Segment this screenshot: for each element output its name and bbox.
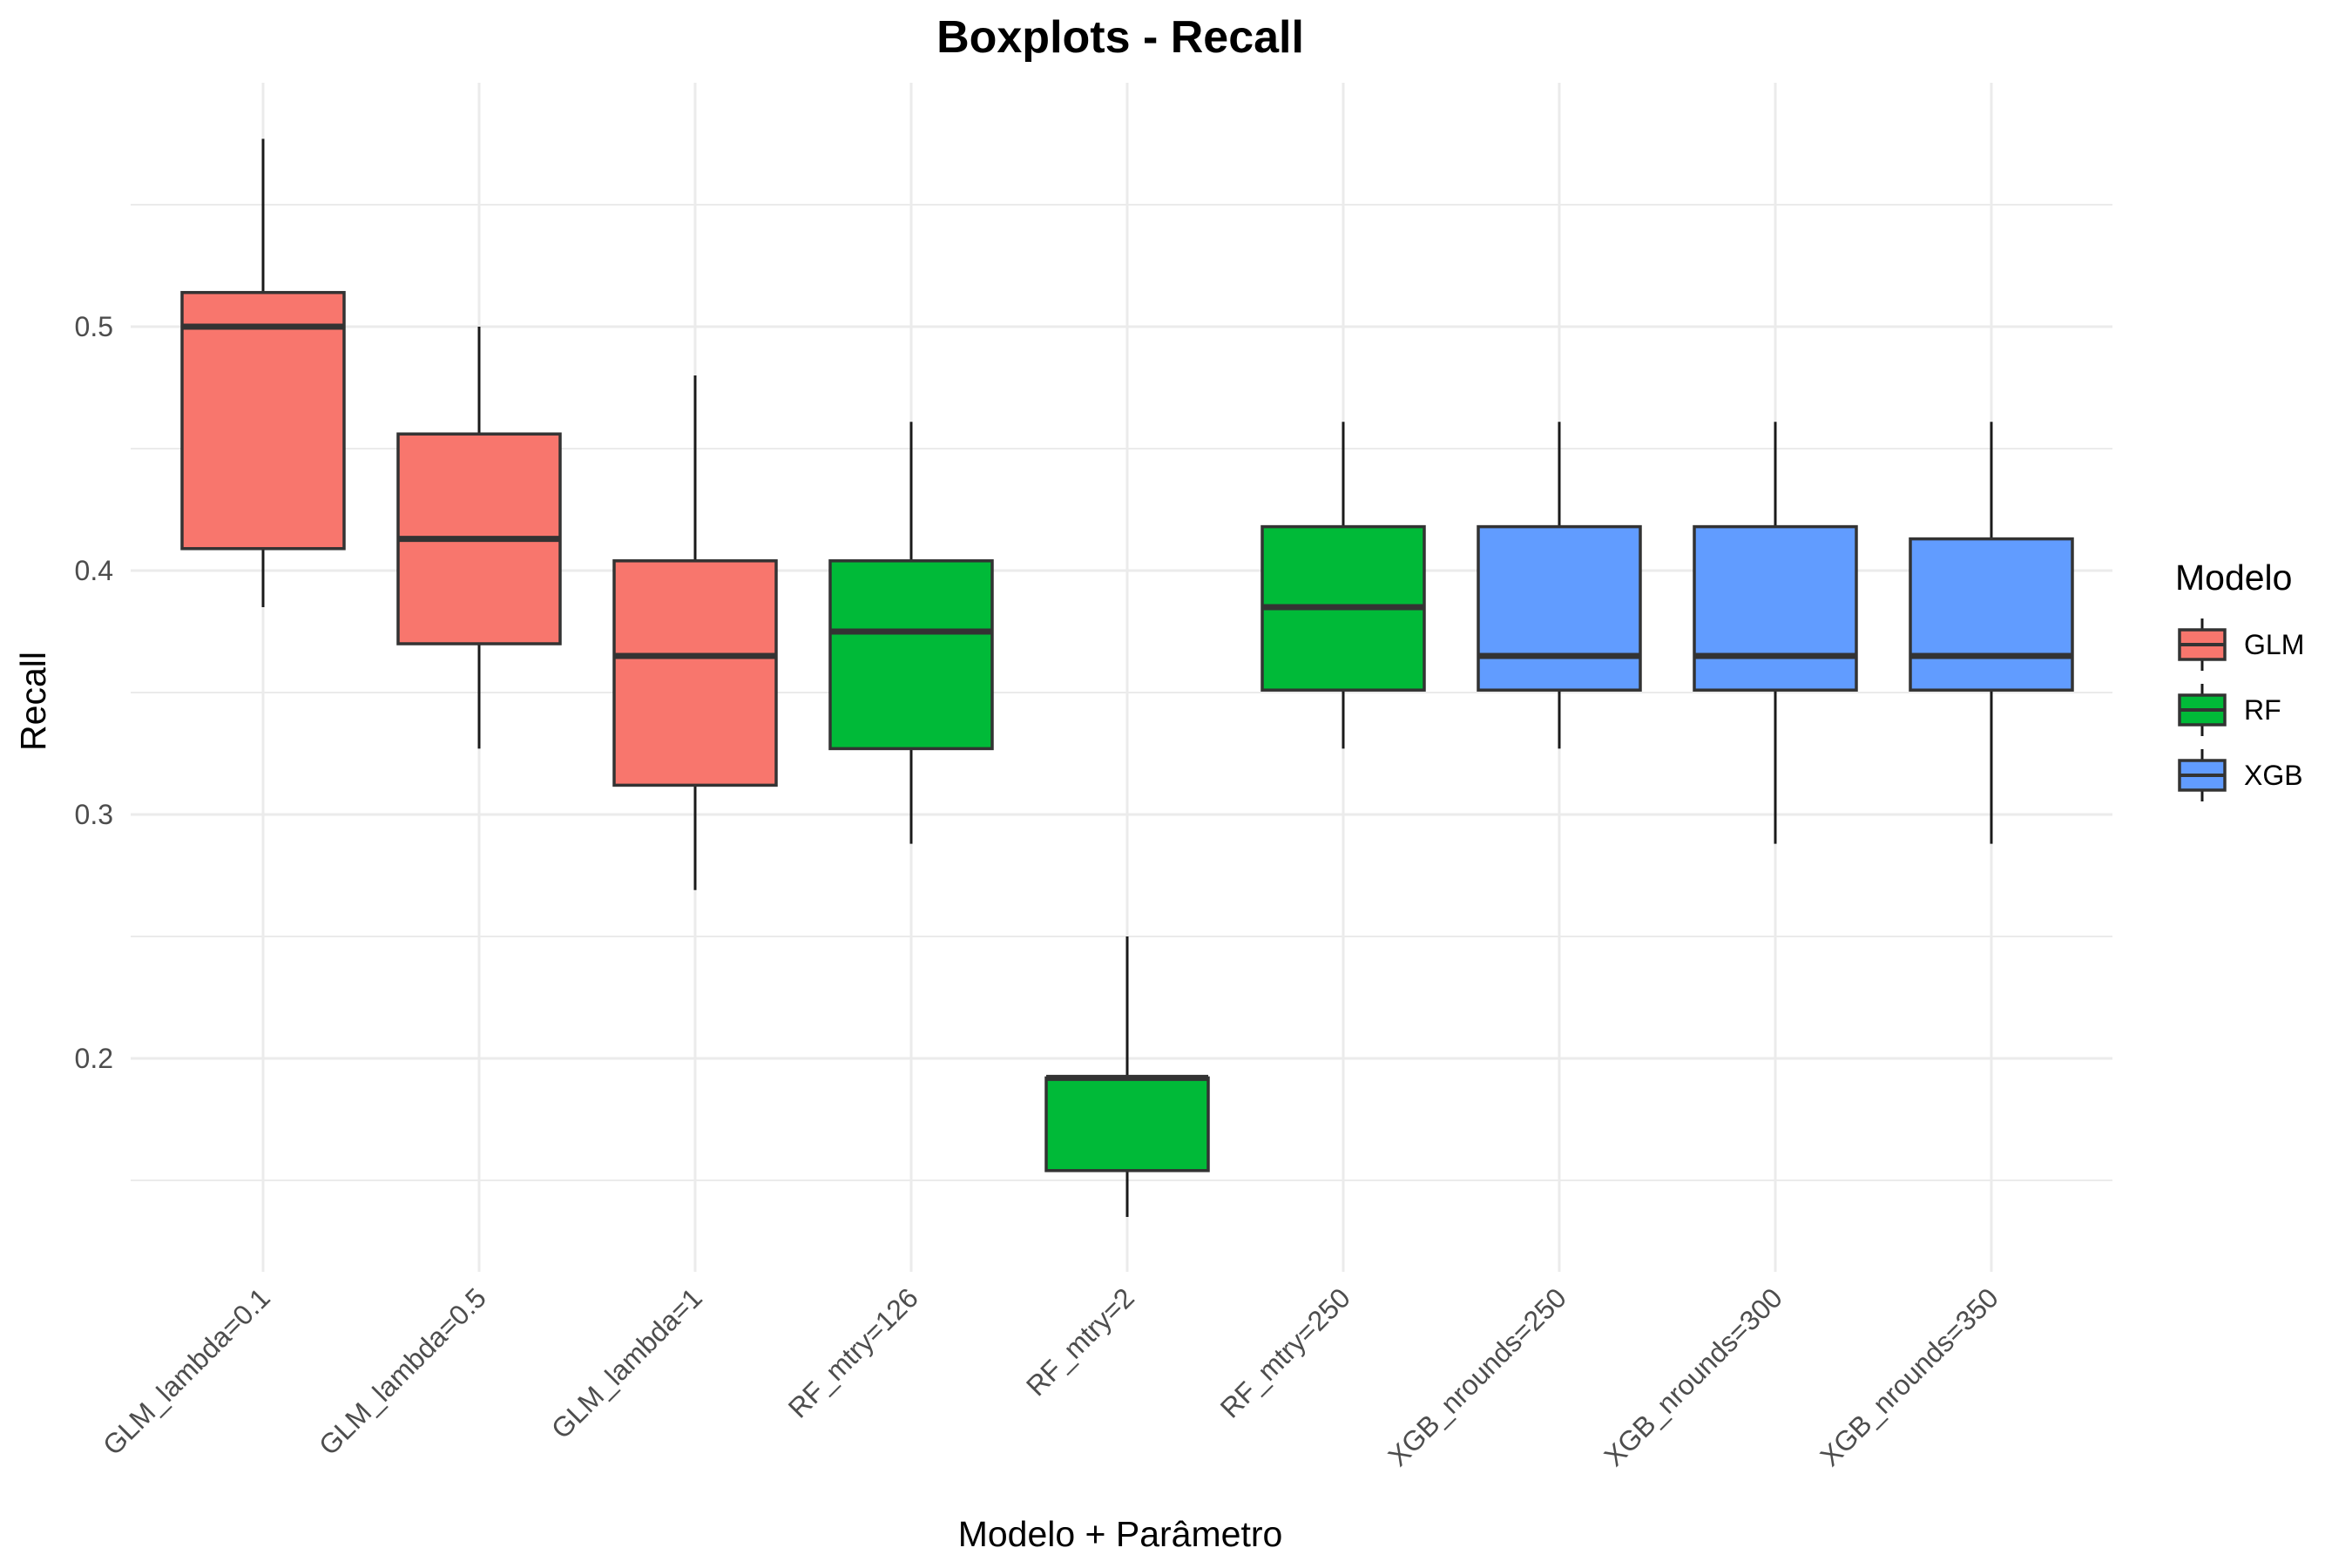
x-tick-label: XGB_nrounds=300 — [1598, 1281, 1788, 1472]
box-iqr — [1477, 524, 1642, 692]
y-tick-label: 0.4 — [75, 555, 113, 586]
legend-item-glm: GLM — [2178, 618, 2304, 671]
boxplot-RF_mtry=250 — [1260, 422, 1426, 749]
x-tick-label: RF_mtry=2 — [1020, 1281, 1140, 1402]
box-iqr — [1693, 524, 1858, 692]
boxplot-XGB_nrounds=350 — [1909, 422, 2074, 844]
y-tick-label: 0.3 — [75, 799, 113, 830]
legend-title: Modelo — [2175, 558, 2292, 598]
boxplot-GLM_lambda=0.5 — [396, 327, 562, 749]
x-tick-label: GLM_lambda=0.5 — [313, 1281, 492, 1461]
boxplot-GLM_lambda=0.1 — [180, 139, 346, 607]
legend-items: GLM RF XGB — [2178, 618, 2304, 801]
boxplot-XGB_nrounds=300 — [1693, 422, 1858, 844]
y-axis-title: Recall — [13, 652, 53, 751]
boxplot-XGB_nrounds=250 — [1477, 422, 1642, 749]
x-axis-ticks: GLM_lambda=0.1 GLM_lambda=0.5 GLM_lambda=1… — [97, 1281, 2004, 1472]
box-iqr — [612, 559, 778, 787]
x-tick-label: XGB_nrounds=250 — [1382, 1281, 1572, 1472]
boxplot-RF_mtry=126 — [828, 422, 994, 844]
box-iqr — [1909, 537, 2074, 692]
legend-label: XGB — [2244, 760, 2303, 791]
legend-label: GLM — [2244, 629, 2304, 660]
x-tick-label: RF_mtry=126 — [782, 1281, 924, 1423]
boxplot-GLM_lambda=1 — [612, 375, 778, 890]
legend-item-rf: RF — [2178, 684, 2281, 736]
x-tick-label: GLM_lambda=0.1 — [97, 1281, 276, 1461]
y-axis-ticks: 0.2 0.3 0.4 0.5 — [75, 311, 113, 1074]
box-iqr — [180, 291, 346, 551]
y-tick-label: 0.2 — [75, 1043, 113, 1074]
boxplot-RF_mtry=2 — [1044, 936, 1210, 1217]
legend-label: RF — [2244, 694, 2281, 726]
x-tick-label: XGB_nrounds=350 — [1814, 1281, 2004, 1472]
chart-title: Boxplots - Recall — [936, 12, 1304, 63]
x-axis-title: Modelo + Parâmetro — [958, 1514, 1283, 1554]
box-iqr — [828, 559, 994, 751]
box-iqr — [1044, 1076, 1210, 1173]
legend-item-xgb: XGB — [2178, 749, 2303, 801]
legend: Modelo GLM RF XGB — [2175, 558, 2304, 801]
x-tick-label: RF_mtry=250 — [1214, 1281, 1356, 1423]
x-tick-label: GLM_lambda=1 — [545, 1281, 708, 1444]
y-tick-label: 0.5 — [75, 311, 113, 342]
boxplots — [180, 139, 2074, 1217]
